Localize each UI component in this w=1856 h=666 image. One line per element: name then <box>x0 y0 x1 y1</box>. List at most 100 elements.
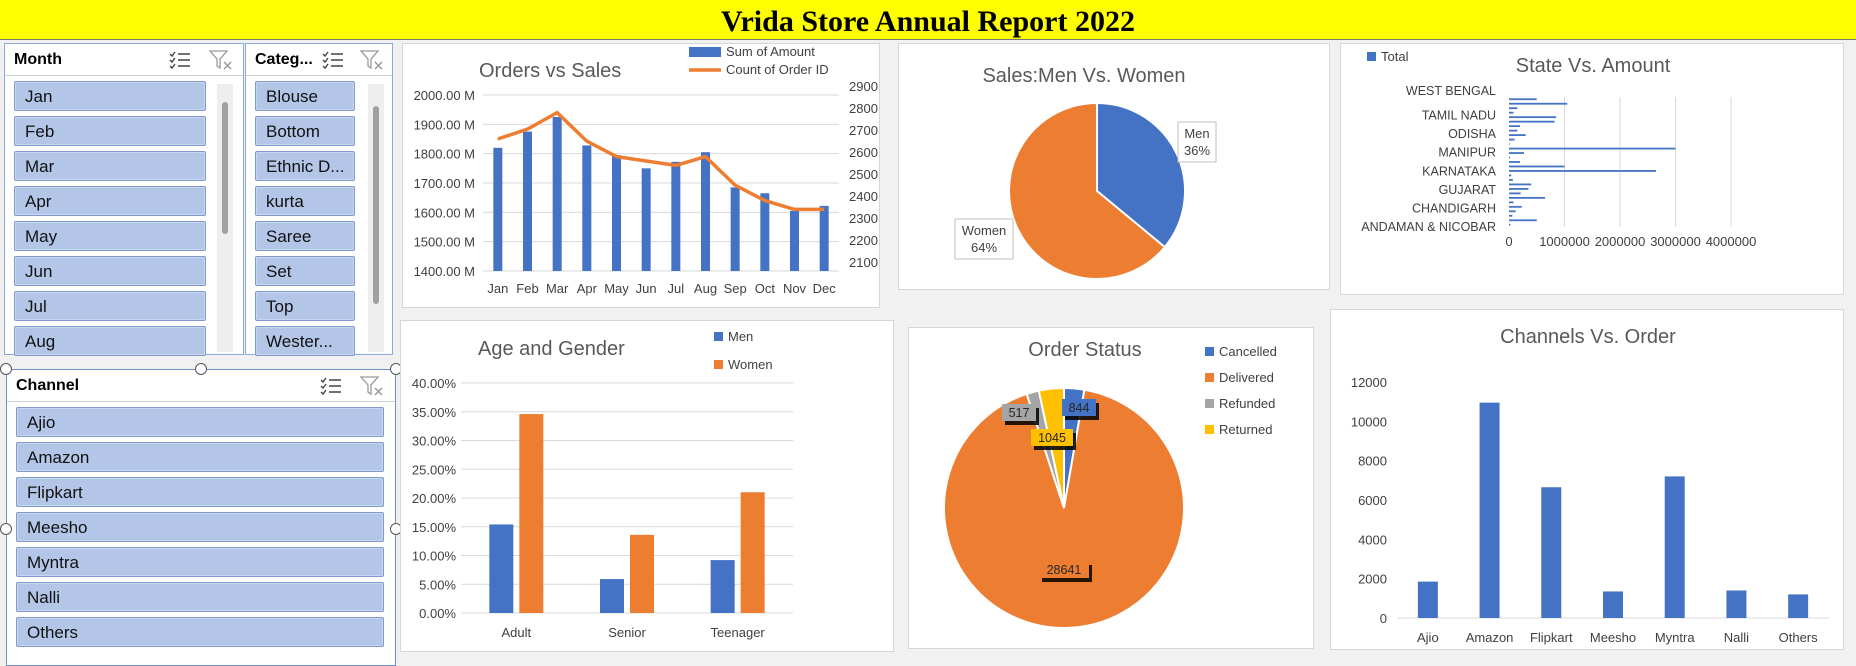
chart-title: Channels Vs. Order <box>1500 326 1676 348</box>
slicer-item[interactable]: Nalli <box>16 582 384 612</box>
slicer-item[interactable]: Saree <box>255 221 355 251</box>
bar <box>1509 138 1515 141</box>
legend-marker <box>714 332 723 341</box>
category-scrollbar[interactable] <box>368 84 384 352</box>
y-tick-label: WEST BENGAL <box>1406 84 1496 98</box>
slicer-item[interactable]: Ajio <box>16 407 384 437</box>
y-tick-label: 1600.00 M <box>414 205 475 220</box>
bar <box>1509 196 1546 199</box>
bar <box>1509 134 1526 136</box>
slicer-item[interactable]: Wester... <box>255 326 355 356</box>
y-tick-label: 1900.00 M <box>414 117 475 132</box>
slicer-item[interactable]: Jun <box>14 256 206 286</box>
resize-handle[interactable] <box>0 523 12 535</box>
bar <box>1509 120 1555 123</box>
bar <box>489 524 514 613</box>
slicer-item[interactable]: Myntra <box>16 547 384 577</box>
bar <box>760 193 770 271</box>
bar <box>710 560 735 613</box>
legend-label: Cancelled <box>1219 344 1277 359</box>
legend-marker <box>1205 373 1214 382</box>
x-tick-label: Senior <box>608 625 646 640</box>
sales-men-women-card[interactable]: Sales:Men Vs. Women Men 36% Women 64% <box>898 43 1330 290</box>
y-tick-label: 5.00% <box>419 577 456 592</box>
legend-label: Delivered <box>1219 370 1274 385</box>
y-tick-label: 15.00% <box>412 520 457 535</box>
slicer-item[interactable]: Feb <box>14 116 206 146</box>
state-vs-amount-card[interactable]: State Vs. Amount Total 0 1000000 2000000 3000… <box>1340 43 1844 295</box>
bar <box>612 155 621 271</box>
channels-vs-order-card[interactable]: Channels Vs. Order 12000 10000 8000 6000 4000… <box>1330 309 1844 650</box>
slicer-item[interactable]: Flipkart <box>16 477 384 507</box>
y-tick-label: CHANDIGARH <box>1412 201 1496 215</box>
y-tick-label: ANDAMAN & NICOBAR <box>1361 220 1496 234</box>
bar <box>1509 188 1529 190</box>
bar <box>1479 402 1500 618</box>
bar <box>1509 214 1513 217</box>
slicer-item[interactable]: Top <box>255 291 355 321</box>
slicer-item[interactable]: Bottom <box>255 116 355 146</box>
slicer-item[interactable]: Apr <box>14 186 206 216</box>
slicer-item[interactable]: Ethnic D... <box>255 151 355 181</box>
slicer-header: Month <box>5 44 243 76</box>
y-tick-label: 20.00% <box>412 491 457 506</box>
slicer-item[interactable]: Mar <box>14 151 206 181</box>
state-vs-amount-chart: State Vs. Amount Total 0 1000000 2000000 3000… <box>1361 49 1757 249</box>
y-tick-label: 2000 <box>1358 572 1387 587</box>
multi-select-icon[interactable] <box>320 376 342 396</box>
legend-label: Refunded <box>1219 396 1275 411</box>
orders-vs-sales-chart: Orders vs Sales Sum of Amount Count of Ord… <box>414 44 878 296</box>
scroll-thumb[interactable] <box>373 106 379 304</box>
x-tick-label: Meesho <box>1590 630 1636 645</box>
scroll-thumb[interactable] <box>222 102 228 234</box>
x-tick-label: Amazon <box>1466 630 1514 645</box>
legend-label: Sum of Amount <box>726 44 815 59</box>
data-label-box <box>1177 121 1217 163</box>
slicer-item[interactable]: Jul <box>14 291 206 321</box>
order-status-card[interactable]: Order Status Cancelled Delivered Refunded Re… <box>908 327 1314 649</box>
data-label-box <box>1039 561 1089 578</box>
slicer-item[interactable]: Aug <box>14 326 206 356</box>
bar <box>671 161 681 271</box>
bar <box>1788 594 1809 618</box>
clear-filter-icon[interactable] <box>360 50 384 72</box>
bar <box>1509 210 1516 213</box>
slicer-item[interactable]: Meesho <box>16 512 384 542</box>
month-scrollbar[interactable] <box>217 84 233 352</box>
chart-title: Order Status <box>1028 339 1141 361</box>
y2-tick-label: 2400 <box>849 189 878 204</box>
slicer-item[interactable]: Amazon <box>16 442 384 472</box>
bar <box>1541 487 1562 618</box>
clear-filter-icon[interactable] <box>209 50 233 72</box>
multi-select-icon[interactable] <box>322 50 344 70</box>
x-tick-label: Jul <box>668 281 685 296</box>
x-tick-label: Nalli <box>1724 630 1749 645</box>
legend-label: Returned <box>1219 422 1272 437</box>
x-tick-label: Feb <box>516 281 538 296</box>
multi-select-icon[interactable] <box>169 50 191 70</box>
slicer-item[interactable]: Jan <box>14 81 206 111</box>
chart-title: Orders vs Sales <box>479 60 621 82</box>
data-label: Men <box>1184 126 1209 141</box>
channel-slicer: Channel Ajio Amazon Flipkart Meesho Myntra Na… <box>6 369 396 666</box>
y-tick-label: 10000 <box>1351 414 1387 429</box>
slicer-item[interactable]: kurta <box>255 186 355 216</box>
series-line <box>497 110 825 212</box>
legend-marker <box>1205 399 1214 408</box>
resize-handle[interactable] <box>195 363 207 375</box>
slicer-header: Categ... <box>246 44 392 76</box>
slicer-item[interactable]: Others <box>16 617 384 647</box>
slicer-item[interactable]: Set <box>255 256 355 286</box>
x-tick-label: Aug <box>694 281 717 296</box>
slicer-item[interactable]: May <box>14 221 206 251</box>
x-tick-label: Dec <box>813 281 837 296</box>
legend-marker <box>1205 347 1214 356</box>
x-tick-label: Sep <box>724 281 747 296</box>
month-slicer: Month Jan Feb Mar Apr May Jun Jul Aug <box>4 43 244 356</box>
slicer-item[interactable]: Blouse <box>255 81 355 111</box>
clear-filter-icon[interactable] <box>360 376 384 398</box>
resize-handle[interactable] <box>0 363 12 375</box>
age-and-gender-card[interactable]: Age and Gender Men Women 40.00% 35.00% 30.00%… <box>400 320 894 652</box>
x-tick-label: 4000000 <box>1706 234 1757 249</box>
orders-vs-sales-card[interactable]: Orders vs Sales Sum of Amount Count of Ord… <box>402 43 880 308</box>
